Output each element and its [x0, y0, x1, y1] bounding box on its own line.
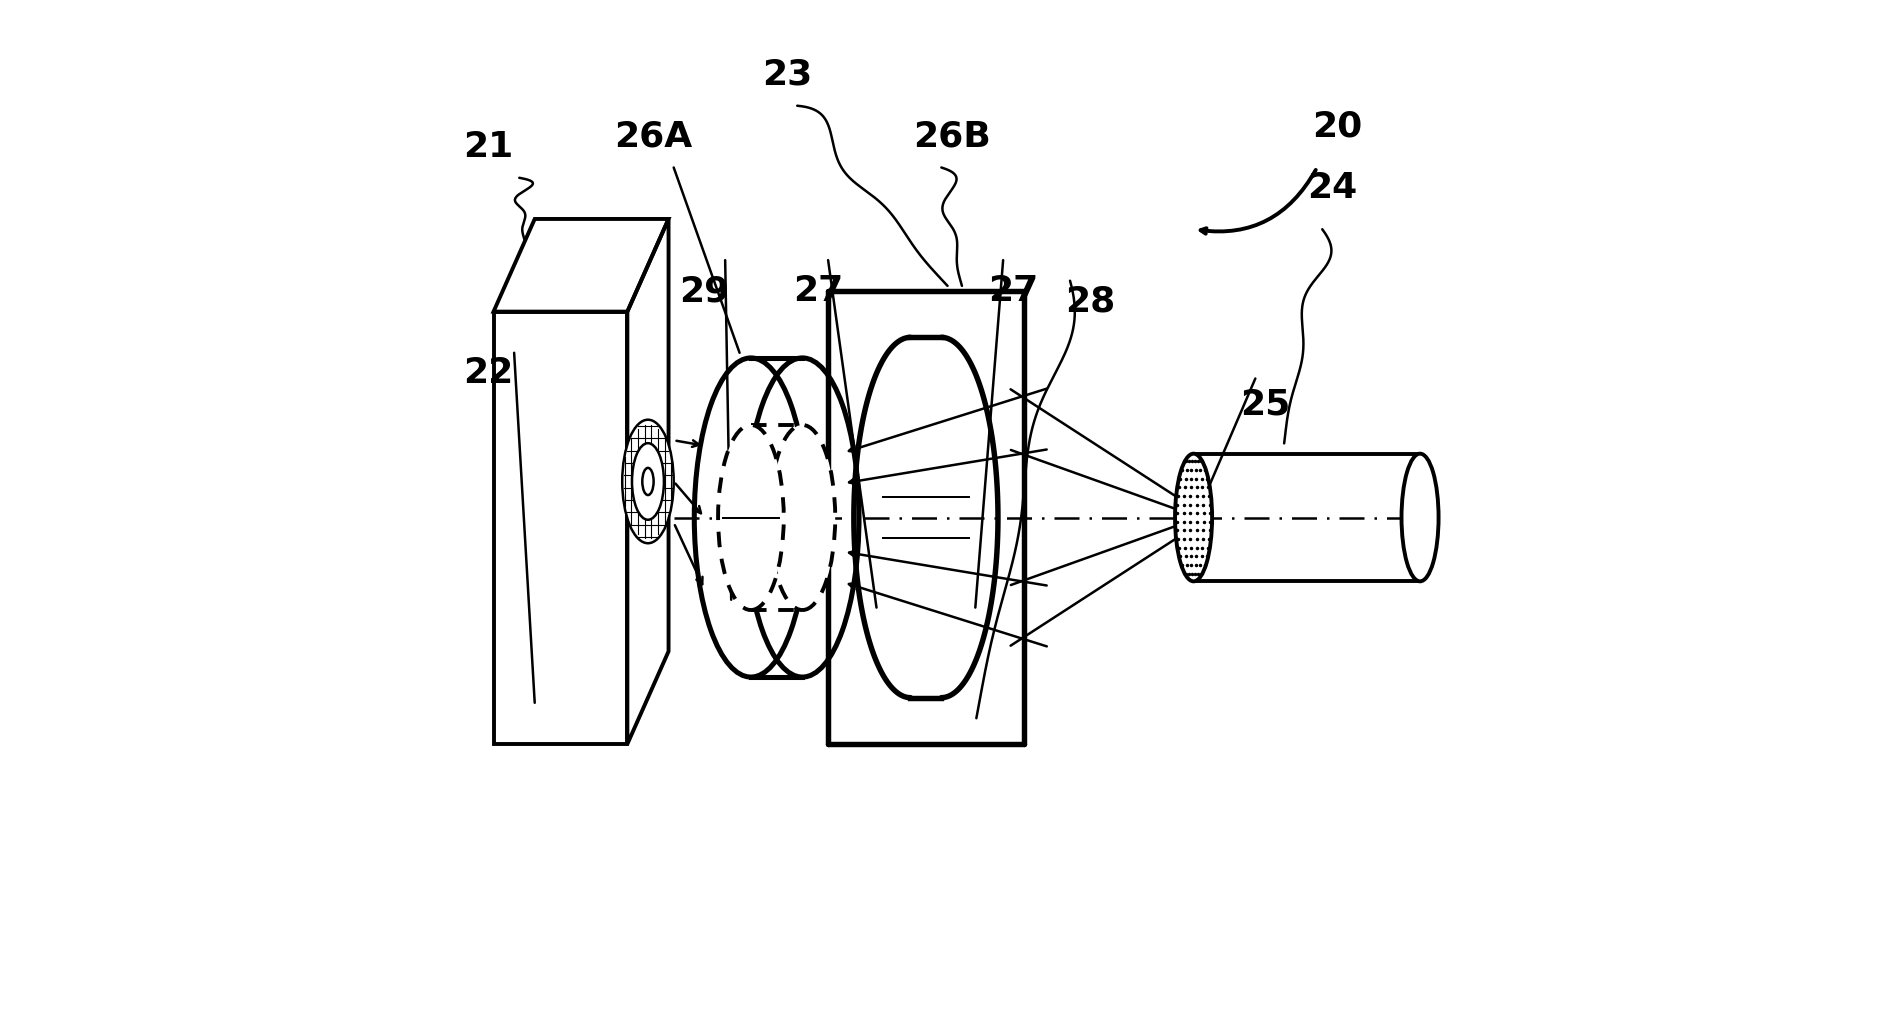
Text: 20: 20: [1312, 110, 1363, 143]
Text: 26A: 26A: [613, 120, 693, 153]
Text: 23: 23: [761, 58, 812, 92]
Ellipse shape: [623, 420, 674, 543]
Text: 26B: 26B: [912, 120, 990, 153]
Text: 22: 22: [464, 356, 513, 390]
Ellipse shape: [770, 425, 835, 610]
Text: 28: 28: [1066, 285, 1115, 319]
Text: 27: 27: [793, 274, 842, 308]
Ellipse shape: [1176, 453, 1212, 582]
Ellipse shape: [642, 468, 653, 495]
Ellipse shape: [632, 443, 664, 520]
Text: 21: 21: [464, 130, 513, 164]
Text: 27: 27: [988, 274, 1039, 308]
Ellipse shape: [717, 425, 784, 610]
Text: 29: 29: [680, 274, 731, 308]
Ellipse shape: [1401, 453, 1439, 582]
Text: 25: 25: [1240, 387, 1291, 421]
Text: 24: 24: [1308, 171, 1357, 205]
